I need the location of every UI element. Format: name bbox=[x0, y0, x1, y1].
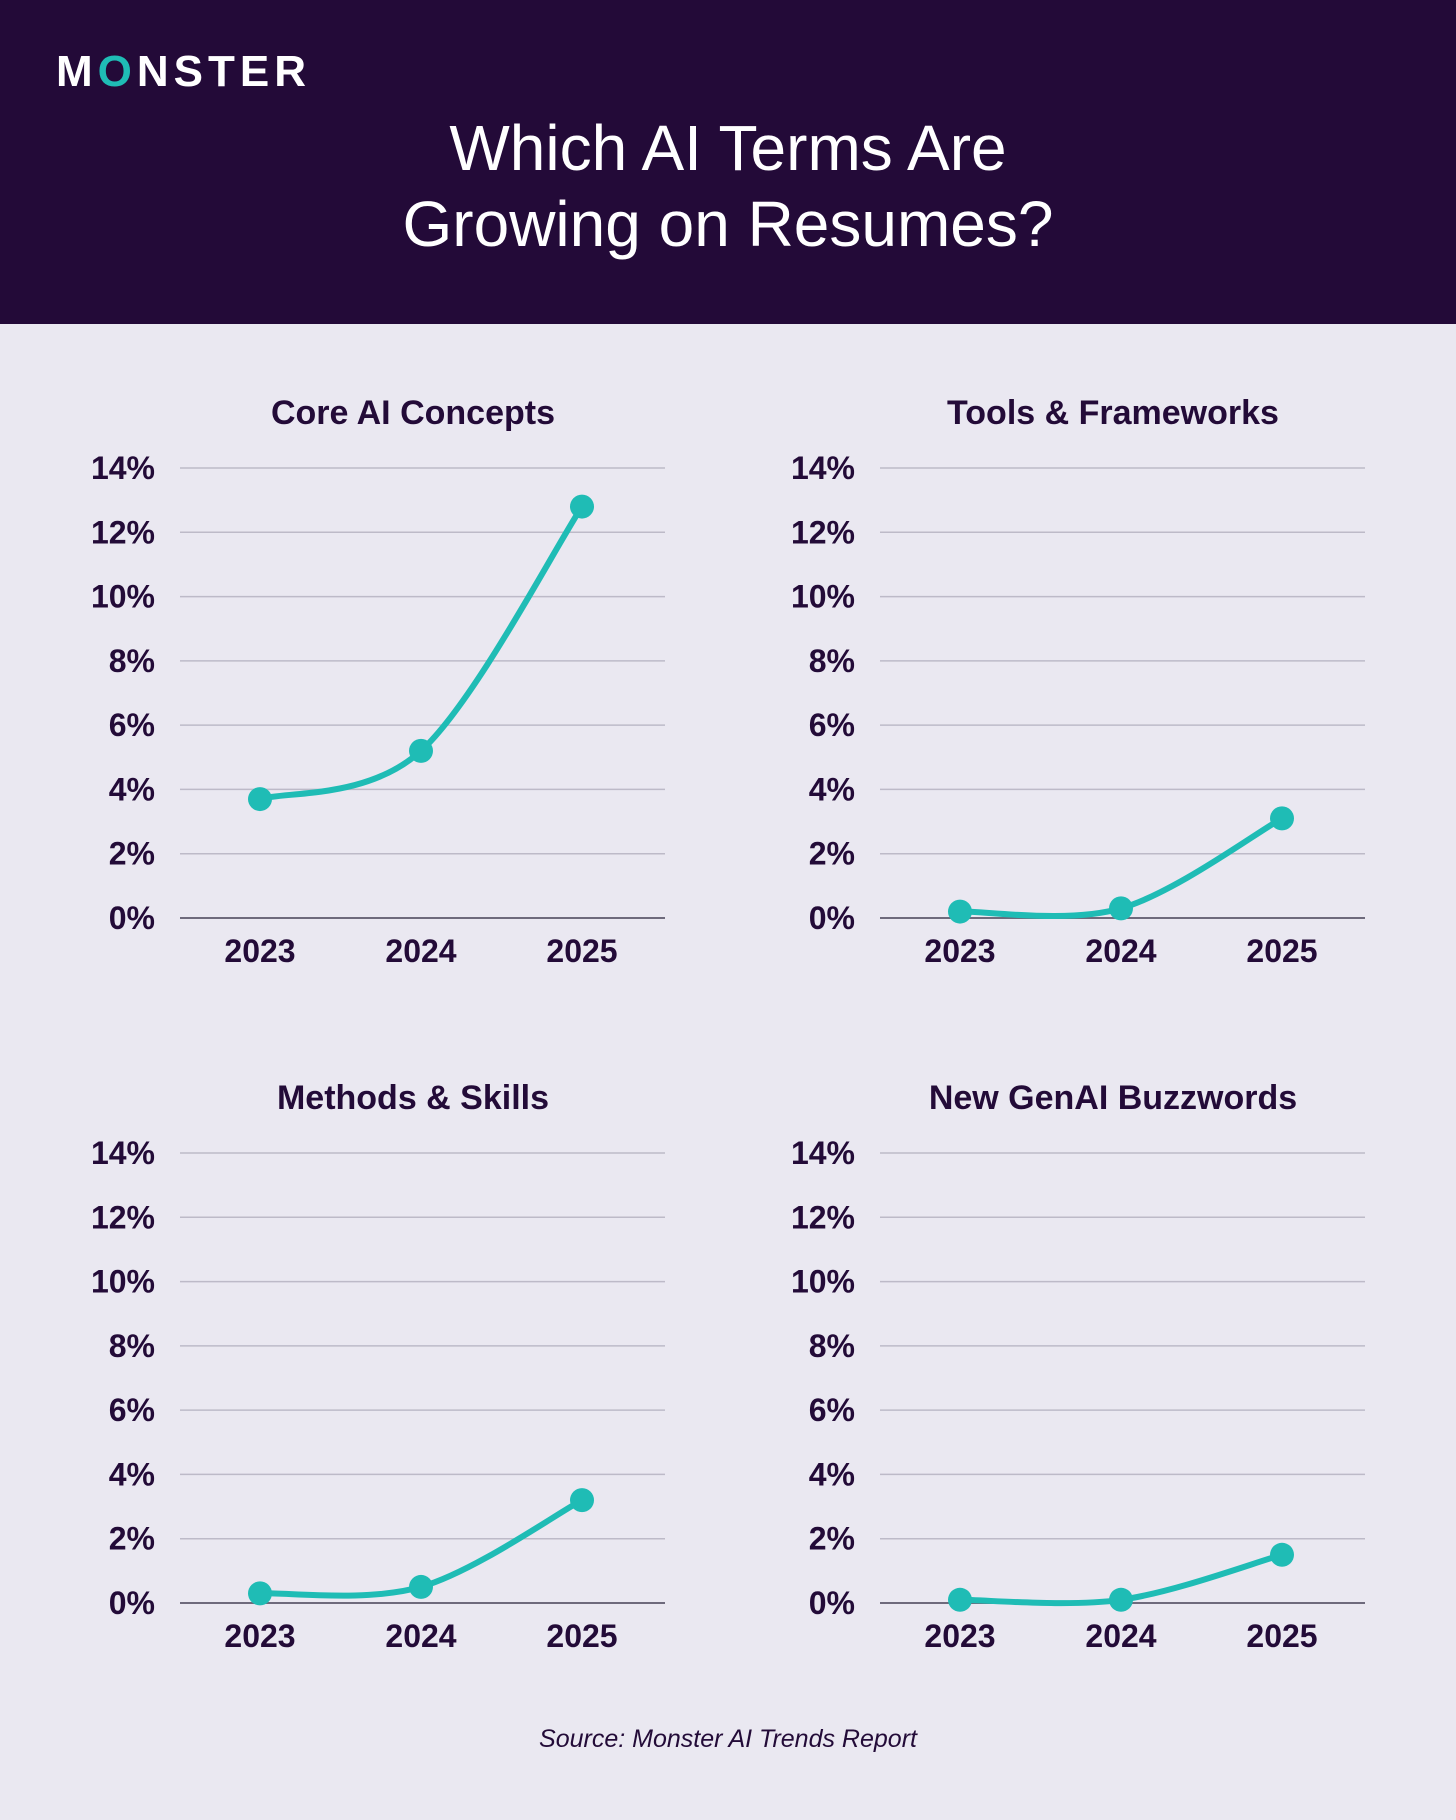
x-tick-label: 2024 bbox=[1085, 1618, 1156, 1654]
chart-tools-frameworks: Tools & Frameworks 0% 2% 4% 6% 8% 10% 12% 14% 202… bbox=[791, 394, 1365, 969]
data-point bbox=[1270, 806, 1294, 831]
chart-core-ai-concepts: Core AI Concepts 0% 2% 4% 6% 8% 10% 12% 14% 2023 2… bbox=[91, 394, 665, 969]
y-tick-label: 12% bbox=[91, 514, 155, 550]
x-tick-label: 2025 bbox=[546, 1618, 617, 1654]
chart-title: New GenAI Buzzwords bbox=[929, 1079, 1297, 1117]
data-point bbox=[1270, 1542, 1294, 1567]
y-tick-label: 4% bbox=[809, 771, 855, 807]
data-point bbox=[948, 899, 972, 924]
chart-title: Methods & Skills bbox=[277, 1079, 549, 1117]
x-tick-label: 2023 bbox=[924, 933, 995, 969]
y-tick-label: 0% bbox=[109, 1585, 155, 1621]
data-point bbox=[570, 494, 594, 519]
data-point bbox=[1109, 1587, 1133, 1612]
y-tick-label: 8% bbox=[809, 643, 855, 679]
x-tick-label: 2025 bbox=[1246, 933, 1317, 969]
series-line bbox=[257, 503, 585, 803]
title-line-2: Growing on Resumes? bbox=[402, 188, 1054, 260]
y-tick-label: 4% bbox=[809, 1456, 855, 1492]
data-point bbox=[948, 1587, 972, 1612]
x-tick-label: 2024 bbox=[385, 933, 456, 969]
y-tick-label: 6% bbox=[109, 707, 155, 743]
header-banner: MONSTER Which AI Terms Are Growing on Re… bbox=[0, 0, 1456, 324]
x-tick-label: 2024 bbox=[385, 1618, 456, 1654]
x-tick-label: 2024 bbox=[1085, 933, 1156, 969]
chart-title: Tools & Frameworks bbox=[947, 394, 1279, 432]
monster-logo: MONSTER bbox=[56, 47, 312, 96]
chart-methods-skills: Methods & Skills 0% 2% 4% 6% 8% 10% 12% 14% 2023 2… bbox=[91, 1079, 665, 1654]
y-tick-label: 14% bbox=[91, 1135, 155, 1171]
y-tick-label: 2% bbox=[109, 1521, 155, 1557]
y-tick-label: 10% bbox=[91, 579, 155, 615]
y-tick-label: 14% bbox=[91, 450, 155, 486]
page-title: Which AI Terms Are Growing on Resumes? bbox=[0, 110, 1456, 262]
y-tick-label: 4% bbox=[109, 771, 155, 807]
y-tick-label: 8% bbox=[109, 1328, 155, 1364]
chart-title: Core AI Concepts bbox=[271, 394, 555, 432]
y-tick-label: 4% bbox=[109, 1456, 155, 1492]
y-tick-label: 12% bbox=[791, 514, 855, 550]
charts-grid: Core AI Concepts 0% 2% 4% 6% 8% 10% 12% 14% 2023 2… bbox=[0, 324, 1456, 1704]
y-tick-label: 14% bbox=[791, 450, 855, 486]
y-tick-label: 0% bbox=[809, 1585, 855, 1621]
y-tick-label: 0% bbox=[809, 900, 855, 936]
y-tick-label: 12% bbox=[791, 1199, 855, 1235]
data-point bbox=[248, 1581, 272, 1606]
y-tick-label: 14% bbox=[791, 1135, 855, 1171]
x-tick-label: 2023 bbox=[224, 933, 295, 969]
source-note: Source: Monster AI Trends Report bbox=[539, 1725, 917, 1753]
y-tick-label: 6% bbox=[109, 1392, 155, 1428]
y-tick-label: 8% bbox=[109, 643, 155, 679]
x-tick-label: 2025 bbox=[546, 933, 617, 969]
x-tick-label: 2023 bbox=[224, 1618, 295, 1654]
y-tick-label: 6% bbox=[809, 1392, 855, 1428]
y-tick-label: 12% bbox=[91, 1199, 155, 1235]
y-tick-label: 10% bbox=[791, 579, 855, 615]
y-tick-label: 2% bbox=[109, 836, 155, 872]
title-line-1: Which AI Terms Are bbox=[449, 112, 1007, 184]
y-tick-label: 10% bbox=[791, 1264, 855, 1300]
data-point bbox=[570, 1488, 594, 1513]
data-point bbox=[1109, 896, 1133, 921]
y-tick-label: 2% bbox=[809, 1521, 855, 1557]
data-point bbox=[409, 1574, 433, 1599]
x-tick-label: 2023 bbox=[924, 1618, 995, 1654]
data-point bbox=[409, 738, 433, 763]
y-tick-label: 2% bbox=[809, 836, 855, 872]
data-point bbox=[248, 787, 272, 812]
y-tick-label: 8% bbox=[809, 1328, 855, 1364]
x-tick-label: 2025 bbox=[1246, 1618, 1317, 1654]
y-tick-label: 0% bbox=[109, 900, 155, 936]
y-tick-label: 10% bbox=[91, 1264, 155, 1300]
y-tick-label: 6% bbox=[809, 707, 855, 743]
chart-new-genai-buzzwords: New GenAI Buzzwords 0% 2% 4% 6% 8% 10% 12% 14% 20… bbox=[791, 1079, 1365, 1654]
